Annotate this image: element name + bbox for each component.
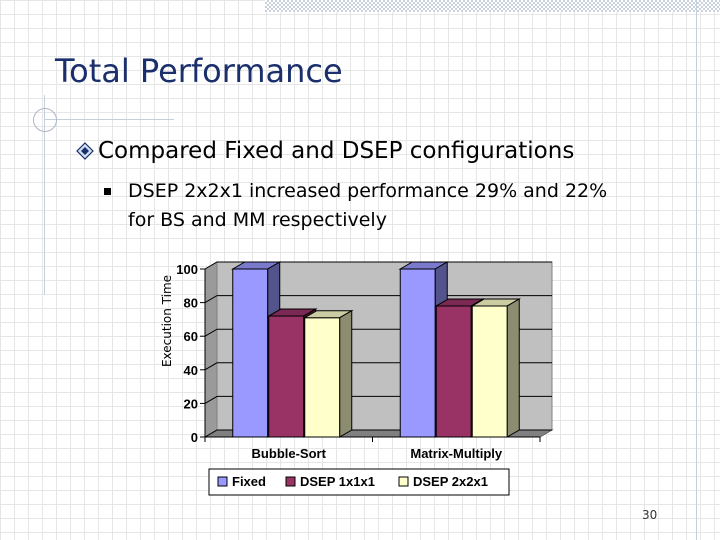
page-number: 30	[642, 508, 658, 522]
diamond-bullet-icon	[76, 142, 94, 160]
square-bullet-icon	[104, 188, 111, 195]
legend-swatch	[398, 476, 409, 487]
bullet-level2-line1: DSEP 2x2x1 increased performance 29% and…	[128, 180, 608, 202]
corner-circle-decoration	[33, 108, 57, 132]
x-category-label: Matrix-Multiply	[410, 446, 502, 461]
bullet-level2-line2: for BS and MM respectively	[128, 209, 387, 231]
bullet-level1: Compared Fixed and DSEP configurations	[76, 138, 574, 164]
title-underline	[44, 119, 174, 120]
bar-front-0-0	[232, 268, 269, 438]
y-tick-label: 0	[191, 430, 198, 445]
y-tick-label: 40	[184, 363, 198, 378]
bullet-level2: DSEP 2x2x1 increased performance 29% and…	[128, 177, 688, 235]
bar-side-2-0	[339, 309, 353, 438]
legend-box	[208, 468, 510, 496]
legend-swatch	[217, 476, 228, 487]
slide-title: Total Performance	[55, 52, 343, 90]
bullet-level1-text: Compared Fixed and DSEP configurations	[98, 138, 575, 164]
y-axis-label: Execution Time	[160, 275, 174, 367]
x-category-label: Bubble-Sort	[252, 446, 327, 461]
y-tick-label: 20	[184, 396, 198, 411]
legend-label: Fixed	[232, 474, 266, 489]
legend-swatch	[285, 476, 296, 487]
y-tick-label: 80	[184, 296, 198, 311]
bar-front-1-1	[435, 305, 472, 438]
y-tick-label: 100	[176, 262, 198, 277]
plot-side-wall	[204, 261, 218, 438]
y-tick-label: 60	[184, 329, 198, 344]
top-decorative-bar	[265, 0, 720, 12]
bar-front-1-0	[268, 315, 305, 438]
bar-side-2-1	[506, 298, 520, 438]
legend-label: DSEP 1x1x1	[300, 474, 375, 489]
bar-front-2-1	[471, 305, 508, 438]
right-guide-line	[696, 0, 697, 540]
left-guide-line	[44, 95, 45, 295]
bar-front-0-1	[399, 268, 436, 438]
legend-label: DSEP 2x2x1	[413, 474, 488, 489]
bar-front-2-0	[304, 317, 341, 438]
